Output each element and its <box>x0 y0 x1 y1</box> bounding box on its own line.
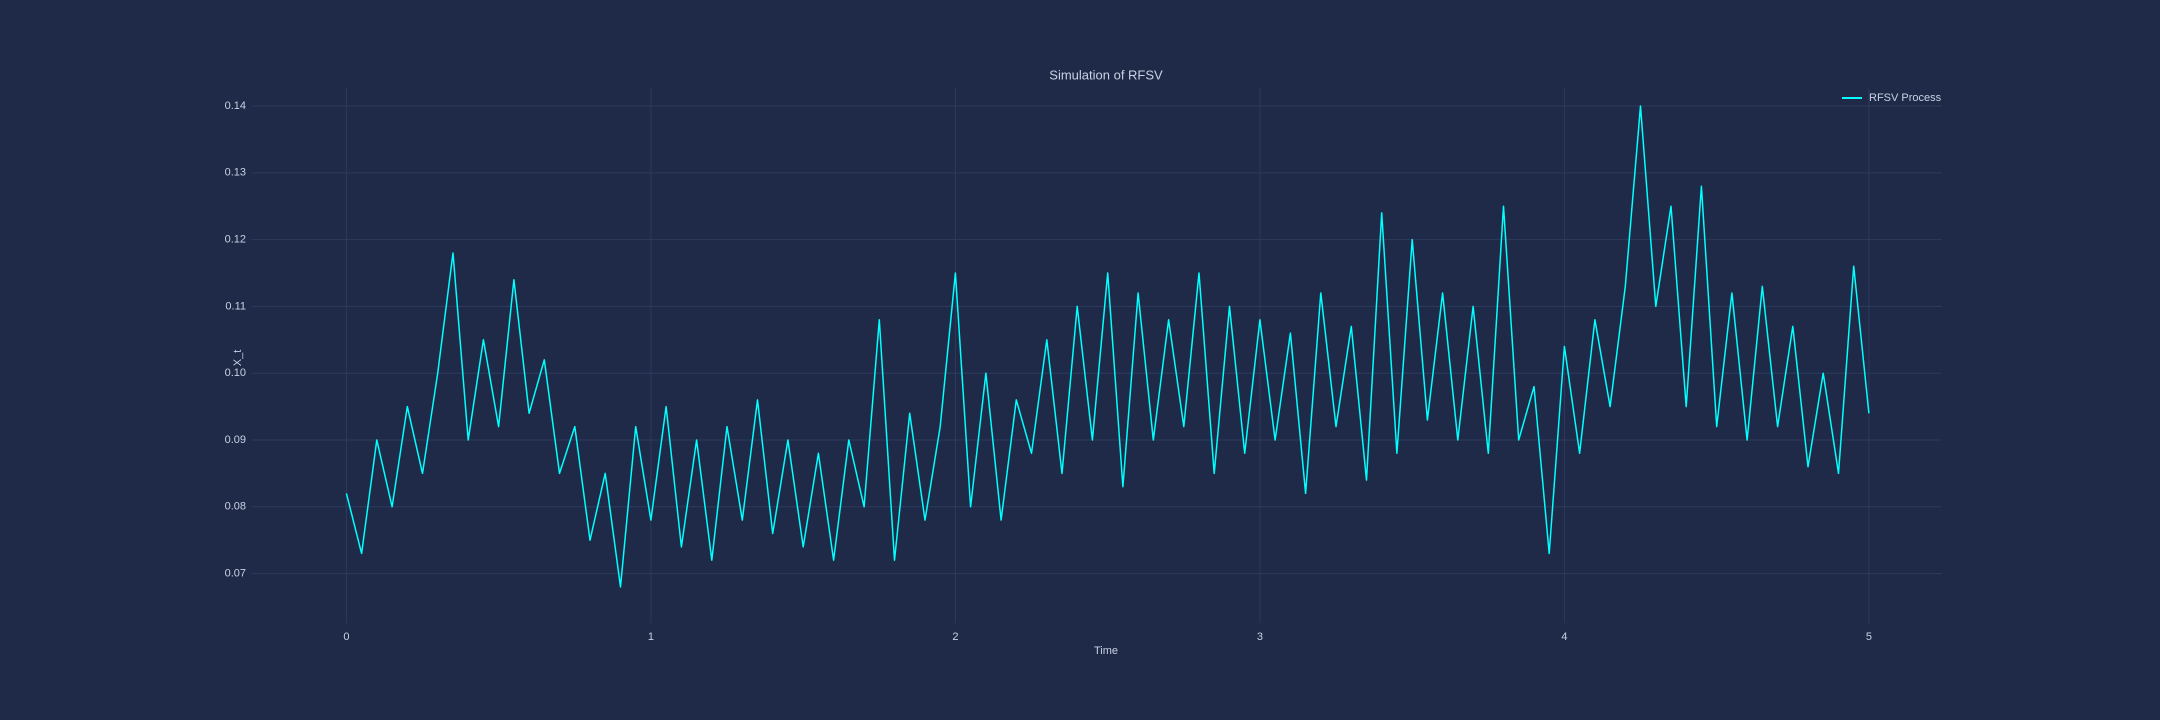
data-line <box>345 105 1870 588</box>
y-axis-label: X_t <box>232 350 244 367</box>
y-tick-label: 0.08 <box>225 501 246 513</box>
y-tick-label: 0.14 <box>225 100 246 112</box>
y-tick-label: 0.13 <box>225 167 246 179</box>
y-tick-label: 0.12 <box>225 234 246 246</box>
y-tick-label: 0.09 <box>225 434 246 446</box>
y-tick-label: 0.10 <box>225 367 246 379</box>
y-tick-label: 0.11 <box>225 300 246 312</box>
x-tick-label: 4 <box>1561 631 1567 643</box>
x-axis-label: Time <box>1094 645 1118 657</box>
x-tick-label: 3 <box>1257 631 1263 643</box>
x-tick-label: 0 <box>343 631 349 643</box>
legend-label: RFSV Process <box>1869 92 1942 104</box>
x-tick-label: 1 <box>648 631 654 643</box>
y-tick-label: 0.07 <box>225 567 246 579</box>
x-tick-label: 5 <box>1866 631 1872 643</box>
x-tick-label: 2 <box>952 631 958 643</box>
chart-title: Simulation of RFSV <box>1049 67 1163 82</box>
